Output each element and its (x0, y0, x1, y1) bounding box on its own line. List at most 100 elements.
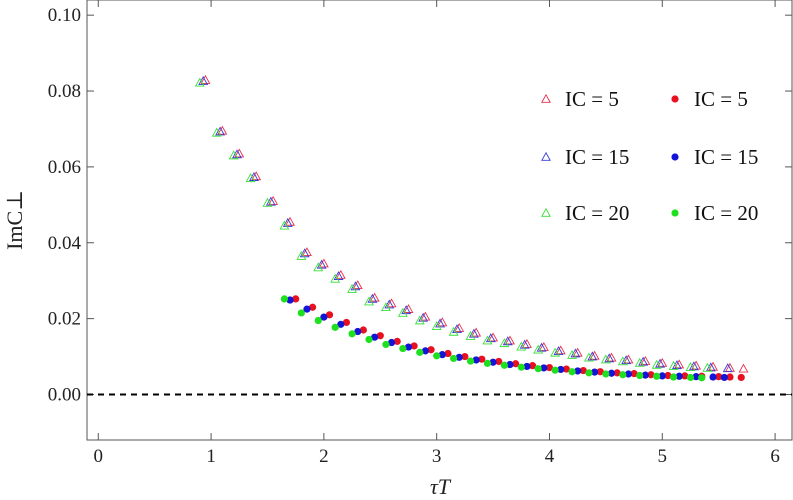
data-point-triangle (369, 292, 380, 302)
data-point-triangle (268, 195, 279, 205)
data-point-triangle (431, 321, 442, 331)
y-tick-label: 0.04 (48, 233, 82, 254)
data-point-triangle (296, 250, 307, 260)
data-point-circle (416, 348, 424, 356)
data-point-circle (664, 371, 672, 380)
data-marks (194, 74, 749, 382)
data-point-circle (466, 357, 475, 365)
data-point-circle (387, 338, 396, 347)
data-point-triangle (211, 127, 222, 137)
data-point-circle (692, 373, 700, 381)
x-tick-label: 1 (206, 446, 216, 467)
data-point-circle (551, 366, 559, 374)
data-point-triangle (448, 326, 459, 336)
data-point-triangle (538, 341, 549, 351)
data-point-triangle (634, 357, 645, 367)
data-point-circle (658, 372, 666, 380)
data-point-circle (410, 342, 418, 350)
data-point-circle (342, 318, 351, 327)
data-point-circle (523, 362, 531, 371)
data-point-triangle (299, 248, 310, 258)
data-point-triangle (600, 354, 611, 364)
data-point-triangle (640, 355, 651, 365)
legend-triangle-marker (541, 207, 551, 217)
axis-ticks: 0 1 2 3 4 5 6 0.00 0.02 0.04 0.06 0.08 0.10 (48, 0, 792, 467)
data-point-circle (489, 358, 497, 366)
data-point-triangle (194, 77, 205, 87)
data-point-circle (286, 296, 294, 304)
data-point-circle (354, 327, 362, 336)
data-point-triangle (316, 259, 327, 269)
series-4 (286, 296, 728, 382)
data-point-circle (495, 357, 503, 366)
x-tick-label: 4 (545, 446, 555, 467)
data-point-triangle (702, 362, 713, 372)
data-point-circle (675, 372, 683, 380)
x-tick-label: 5 (658, 446, 668, 467)
legend-circle-marker (671, 153, 679, 161)
data-point-triangle (722, 363, 733, 373)
data-point-circle (528, 362, 537, 370)
data-point-circle (309, 303, 317, 311)
data-point-triangle (533, 344, 544, 354)
data-point-circle (478, 355, 486, 363)
data-point-circle (624, 370, 633, 378)
data-point-triangle (505, 335, 515, 345)
data-point-triangle (454, 322, 465, 332)
data-point-triangle (367, 293, 378, 303)
y-axis-title: ImC⊥ (2, 190, 27, 250)
legend-item: IC = 15 (541, 145, 629, 169)
data-point-circle (359, 326, 367, 334)
data-point-triangle (420, 311, 431, 321)
data-point-triangle (335, 269, 346, 279)
data-point-circle (669, 373, 678, 381)
data-point-triangle (251, 171, 262, 181)
data-point-circle (506, 360, 514, 369)
x-tick-label: 6 (770, 446, 780, 467)
data-point-triangle (313, 262, 324, 272)
data-point-triangle (674, 359, 685, 369)
data-point-triangle (708, 361, 719, 371)
data-point-circle (579, 366, 587, 375)
data-point-triangle (386, 298, 397, 308)
data-point-circle (500, 361, 508, 369)
data-point-triangle (401, 305, 412, 315)
data-point-circle (613, 369, 621, 377)
legend-circle-marker (671, 95, 679, 103)
data-point-circle (348, 330, 356, 338)
data-point-triangle (397, 307, 408, 317)
data-point-circle (483, 359, 492, 367)
data-point-circle (540, 364, 548, 372)
data-point-triangle (550, 347, 561, 357)
data-point-circle (427, 346, 435, 354)
data-point-circle (371, 333, 379, 341)
data-point-circle (619, 371, 627, 379)
data-point-triangle (606, 352, 617, 362)
data-point-triangle (380, 302, 391, 312)
y-tick-label: 0.10 (48, 5, 81, 26)
series-5 (280, 295, 706, 382)
legend-label: IC = 20 (694, 201, 758, 225)
x-axis-title: τT (430, 474, 452, 499)
data-point-circle (393, 337, 401, 345)
legend-label: IC = 15 (565, 145, 629, 169)
data-point-triangle (403, 304, 414, 313)
x-tick-label: 0 (94, 446, 104, 467)
data-point-circle (314, 316, 322, 325)
legend-label: IC = 20 (565, 201, 629, 225)
data-point-circle (630, 370, 638, 378)
data-point-circle (726, 373, 734, 381)
y-tick-label: 0.06 (48, 157, 81, 178)
data-point-triangle (482, 335, 493, 345)
data-point-triangle (384, 299, 395, 309)
data-point-triangle (516, 341, 527, 351)
y-tick-label: 0.00 (48, 384, 81, 405)
data-point-triangle (418, 312, 429, 322)
data-point-triangle (521, 338, 532, 348)
data-point-circle (297, 309, 305, 317)
data-point-triangle (738, 363, 749, 373)
data-point-triangle (623, 354, 634, 364)
data-point-circle (720, 373, 728, 382)
data-point-circle (450, 354, 458, 363)
data-point-circle (382, 340, 390, 349)
